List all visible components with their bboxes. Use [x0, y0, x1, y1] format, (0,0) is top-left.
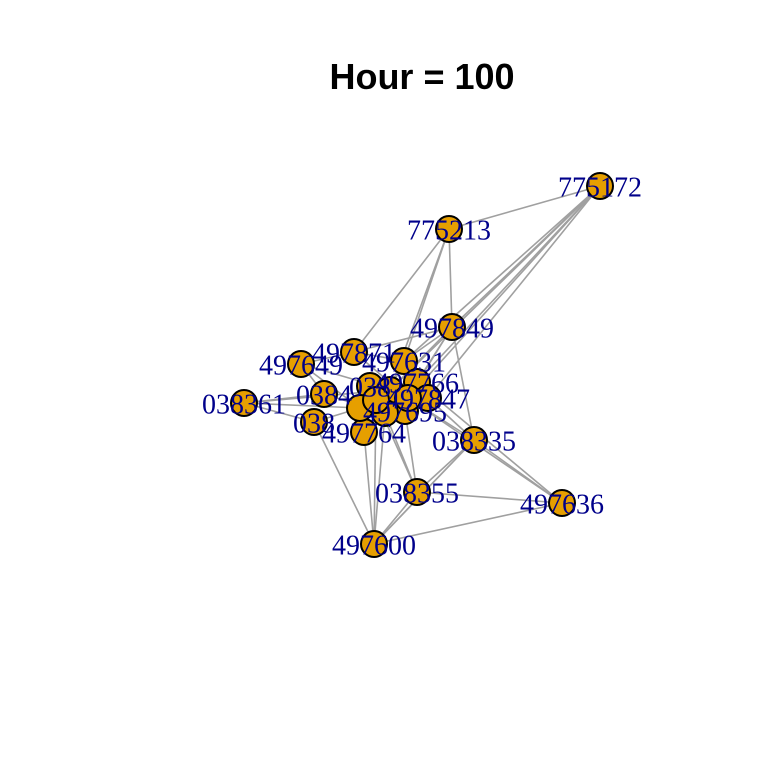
node-label-497764: 497764 — [322, 419, 406, 450]
node-layer — [230, 172, 614, 558]
node-label-038: 038 — [293, 409, 335, 440]
node-038335 — [460, 426, 488, 454]
edge-497849-c1 — [389, 326, 453, 391]
edge-038361-c3 — [243, 402, 361, 409]
plot-title: Hour = 100 — [329, 56, 515, 97]
node-0384 — [310, 380, 338, 408]
edge-038355-497636 — [416, 491, 563, 504]
edge-775213-497631 — [403, 228, 450, 362]
node-038355 — [403, 478, 431, 506]
edge-497600-497764 — [363, 431, 375, 545]
node-label-038x: 038 — [349, 373, 391, 404]
edge-497636-c2 — [407, 397, 563, 504]
node-label-038335: 038335 — [432, 427, 516, 458]
node-497636 — [548, 489, 576, 517]
edge-497636-497600 — [373, 502, 563, 545]
node-497871 — [340, 338, 368, 366]
node-c5 — [362, 386, 390, 414]
edge-775213-497871 — [353, 228, 450, 353]
node-label-038355: 038355 — [375, 479, 459, 510]
edge-497600-c5 — [373, 399, 377, 545]
edge-497849-497871 — [353, 326, 453, 353]
node-label-497636: 497636 — [520, 490, 604, 521]
node-label-497871: 497871 — [312, 339, 396, 370]
edge-775172-497631 — [403, 185, 601, 362]
node-775213 — [435, 215, 463, 243]
node-775172 — [586, 172, 614, 200]
node-label-497649: 497649 — [259, 351, 343, 382]
node-label-038361: 038361 — [202, 390, 286, 421]
node-label-497849: 497849 — [410, 314, 494, 345]
node-497600 — [360, 530, 388, 558]
node-label-497766: 497766 — [375, 369, 459, 400]
node-497631 — [390, 347, 418, 375]
node-label-497847: 497847 — [386, 385, 470, 416]
node-label-775213: 775213 — [407, 216, 491, 247]
node-label-497600: 497600 — [332, 531, 416, 562]
node-497849 — [438, 313, 466, 341]
edge-775213-497849 — [448, 228, 453, 328]
node-038 — [300, 408, 328, 436]
node-c2 — [394, 384, 422, 412]
node-497649 — [287, 350, 315, 378]
edge-497600-c4 — [373, 412, 386, 545]
edge-775172-c1 — [389, 185, 601, 391]
edge-775172-775213 — [448, 185, 601, 230]
node-label-775172: 775172 — [558, 173, 642, 204]
edge-497600-038 — [313, 421, 375, 545]
node-label-497695: 497695 — [363, 398, 447, 429]
node-label-497631: 497631 — [362, 348, 446, 379]
edge-775172-497766 — [416, 185, 601, 383]
edge-775172-497847 — [427, 185, 601, 399]
node-038361 — [230, 389, 258, 417]
node-label-0384: 0384 — [296, 381, 352, 412]
edge-497849-038335 — [451, 326, 475, 441]
